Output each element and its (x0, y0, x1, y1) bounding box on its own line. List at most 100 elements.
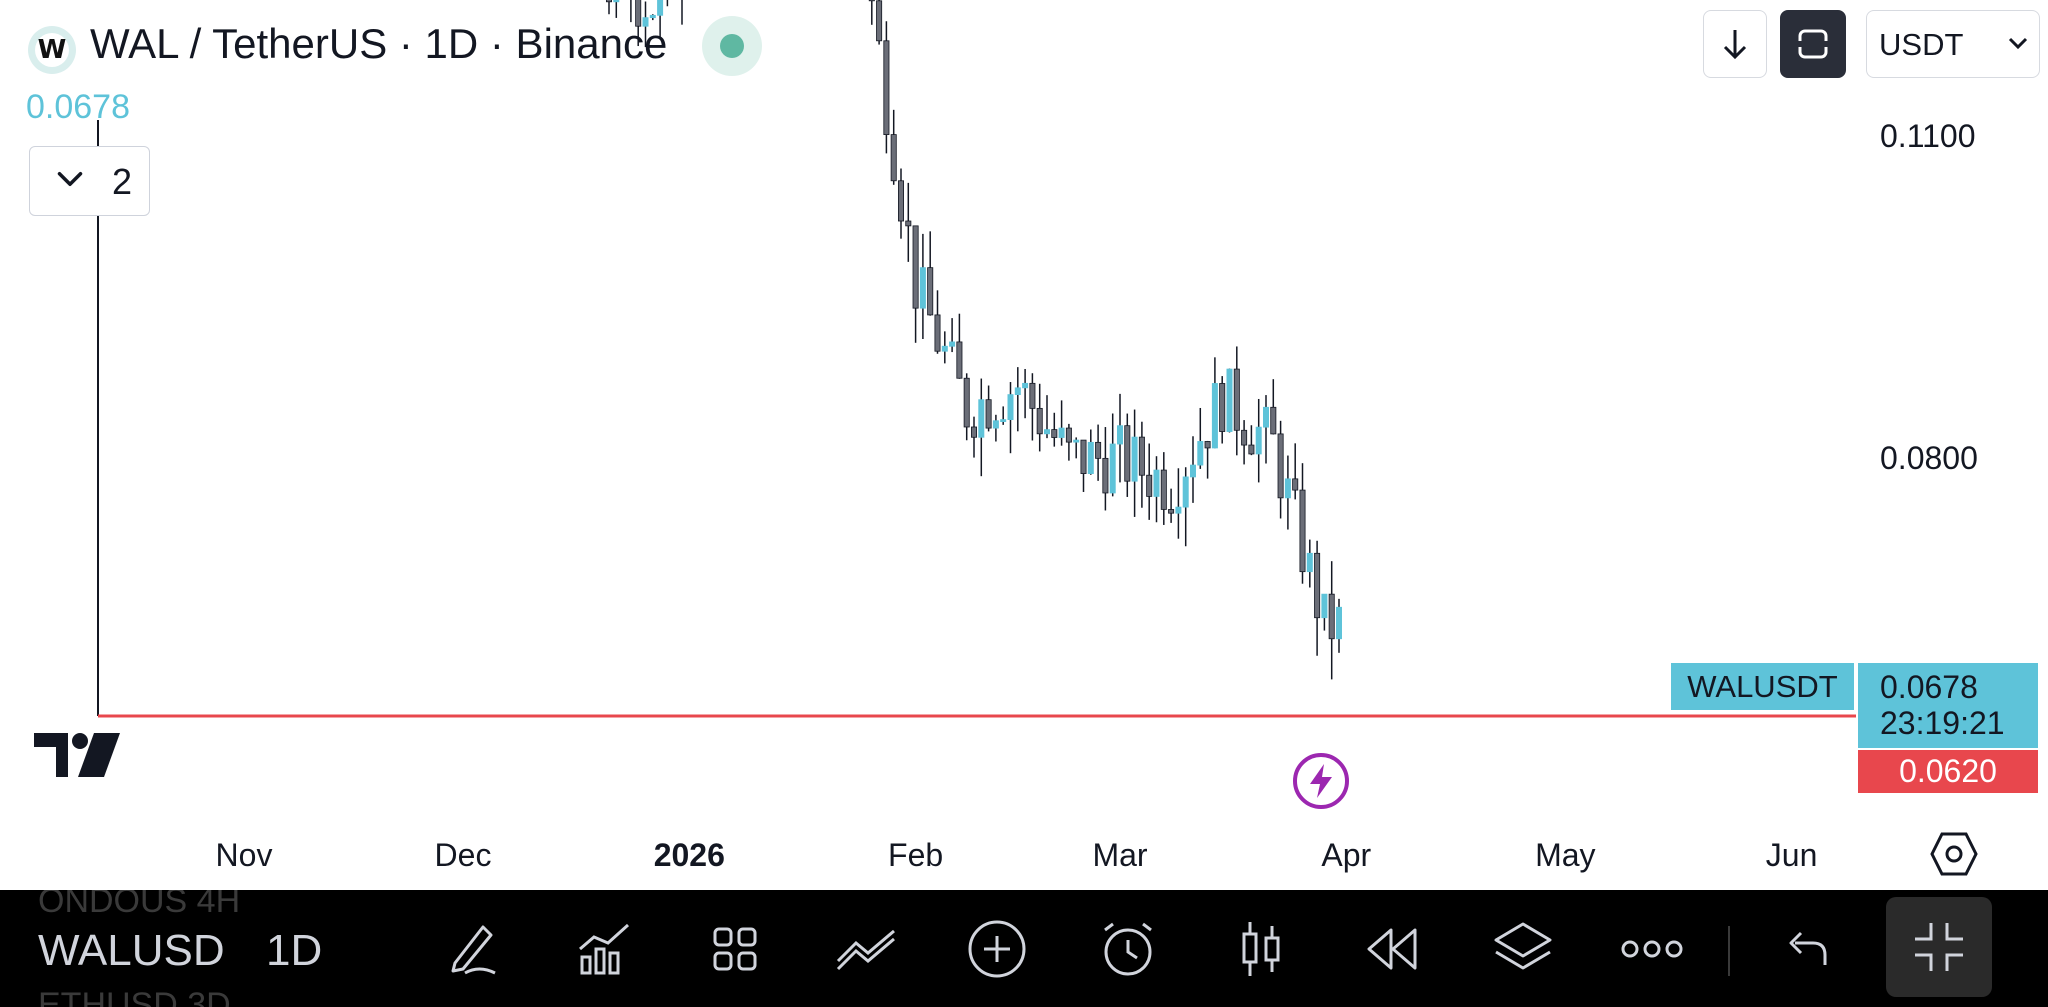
add-icon[interactable] (962, 914, 1032, 984)
candle (912, 225, 919, 343)
candle (1029, 373, 1036, 441)
candle (1080, 439, 1087, 492)
candle (635, 0, 642, 47)
toolbar-symbol[interactable]: WALUSDT (38, 926, 224, 975)
pencil-icon[interactable] (438, 914, 508, 984)
candle (1160, 452, 1167, 525)
candle (642, 1, 649, 48)
candle (1270, 379, 1277, 435)
download-button[interactable] (1703, 10, 1767, 78)
candle (1007, 382, 1014, 454)
alert-icon[interactable] (1093, 914, 1163, 984)
coin-letter: W (35, 33, 69, 67)
candle (1241, 420, 1248, 465)
candle (992, 414, 999, 442)
candle (1321, 593, 1328, 631)
market-status-indicator[interactable] (702, 16, 762, 76)
candle (890, 109, 897, 185)
candle (649, 14, 656, 21)
candle (1182, 467, 1189, 547)
legend-last-price: 0.0678 (26, 88, 130, 126)
candle (1109, 413, 1116, 497)
candle (1138, 421, 1145, 508)
more-icon[interactable] (1617, 914, 1687, 984)
toolbar-interval[interactable]: 1D (266, 926, 323, 975)
candle (883, 21, 890, 154)
candle (1314, 540, 1321, 656)
candle (1146, 443, 1153, 520)
candle (1036, 383, 1043, 452)
candle (1277, 420, 1284, 519)
candle (1190, 436, 1197, 503)
candle (681, 0, 683, 25)
candle (1204, 440, 1211, 479)
symbol-title[interactable]: WAL / TetherUS · 1D · Binance (90, 20, 668, 67)
currency-label: USDT (1879, 27, 1964, 62)
candle (949, 318, 956, 353)
candle (1131, 409, 1138, 517)
candle (1284, 455, 1291, 530)
layers-icon[interactable] (1488, 914, 1558, 984)
candle (606, 0, 613, 15)
chart-settings-icon[interactable] (1930, 832, 1978, 876)
layouts-icon[interactable] (700, 914, 770, 984)
candle (1219, 376, 1226, 444)
candle (919, 233, 926, 340)
candle (1211, 357, 1218, 449)
bottom-toolbar: ONDOUS 4H WALUSDT 1D ETHUSD 3D (0, 890, 2048, 1007)
exit-fullscreen-button[interactable] (1886, 897, 1992, 997)
watchlist-item-previous[interactable]: ONDOUS 4H (38, 890, 241, 920)
coin-logo: W (28, 26, 76, 74)
candle (905, 182, 912, 262)
time-tick-label: May (1535, 837, 1595, 873)
candle (1000, 406, 1007, 425)
candle (1328, 561, 1335, 680)
watchlist-item-next[interactable]: ETHUSD 3D (38, 986, 231, 1007)
candle (613, 0, 620, 18)
candles-icon[interactable] (1226, 914, 1296, 984)
candle (1299, 463, 1306, 584)
candle (963, 373, 970, 441)
candle (927, 231, 934, 316)
currency-select[interactable]: USDT (1866, 10, 2040, 78)
current-price-badge: 0.0678 23:19:21 (1858, 663, 2038, 748)
legend-collapse-button[interactable]: 2 (29, 146, 150, 216)
time-axis[interactable]: Nov Dec 2026 Feb Mar Apr May Jun (216, 837, 1818, 873)
candle (1102, 427, 1109, 511)
fullscreen-toggle-button[interactable] (1780, 10, 1846, 78)
candle (666, 0, 669, 7)
candle (1175, 468, 1182, 539)
price-tick-label: 0.0800 (1880, 440, 1978, 476)
horizontal-line-price-badge: 0.0620 (1858, 750, 2038, 793)
candle (868, 0, 875, 25)
candle (1233, 346, 1240, 456)
time-tick-label: Mar (1092, 837, 1147, 873)
replay-icon[interactable] (1357, 914, 1427, 984)
compare-icon[interactable] (831, 914, 901, 984)
symbol-price-label: WALUSDT (1671, 663, 1854, 710)
toolbar-divider (1728, 926, 1730, 976)
candle (1014, 367, 1021, 432)
candle (1051, 412, 1058, 447)
time-tick-label: Dec (435, 837, 492, 873)
candle (971, 416, 978, 458)
fullscreen-icon (1794, 29, 1832, 59)
candle (1168, 488, 1175, 523)
candle (1292, 443, 1299, 500)
indicators-icon[interactable] (569, 914, 639, 984)
candle (1255, 398, 1262, 483)
time-tick-label: Jun (1766, 837, 1818, 873)
lightning-icon[interactable] (1292, 752, 1350, 810)
chevron-down-icon (57, 172, 83, 186)
candle (1306, 539, 1313, 588)
undo-icon[interactable] (1771, 914, 1841, 984)
price-tick-label: 0.1100 (1880, 118, 1976, 154)
chevron-down-icon (2008, 37, 2028, 50)
candle (1095, 424, 1102, 481)
candle (985, 385, 992, 432)
candle (941, 331, 948, 364)
candle (1117, 393, 1124, 483)
tradingview-logo[interactable] (34, 733, 120, 779)
